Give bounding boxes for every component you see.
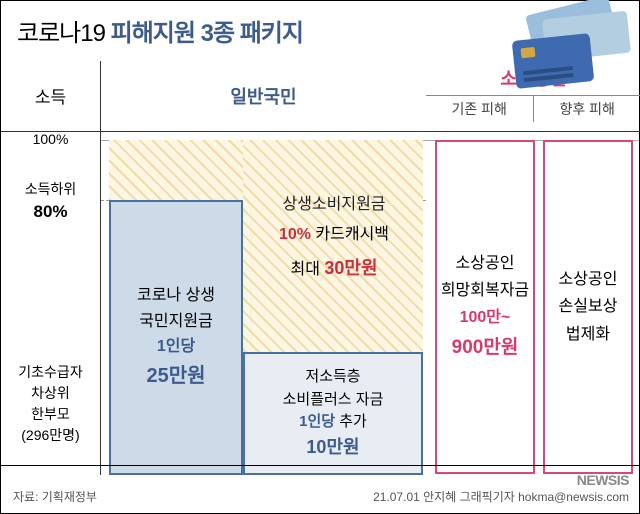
- biz-future: 향후 피해: [534, 96, 640, 122]
- chart-area: 소득 일반국민 소상공인 기존 피해 향후 피해 100% 소득하위 80% 기: [1, 61, 640, 466]
- source-label: 자료: 기획재정부: [13, 488, 97, 505]
- box-biz-recovery: 소상공인 희망회복자금 100만~ 900만원: [435, 140, 535, 474]
- cashback-text: 상생소비지원금 10% 카드캐시백 최대 30만원: [247, 190, 421, 285]
- chart-body: 100% 소득하위 80% 기초수급자 차상위 한부모 (296만명): [1, 132, 640, 475]
- biz-prev: 기존 피해: [426, 96, 534, 122]
- title-prefix: 코로나19: [17, 20, 111, 47]
- biz-sub-headers: 기존 피해 향후 피해: [426, 95, 640, 122]
- credit-line: 21.07.01 안지혜 그래픽기자 hokma@newsis.com: [373, 490, 629, 504]
- y-axis: 100% 소득하위 80% 기초수급자 차상위 한부모 (296만명): [1, 132, 101, 475]
- footer: 자료: 기획재정부 NEWSIS 21.07.01 안지혜 그래픽기자 hokm…: [1, 465, 640, 511]
- brand-logo: NEWSIS: [577, 472, 629, 488]
- box-low-income: 저소득층 소비플러스 자금 1인당 추가 10만원: [243, 352, 423, 475]
- footer-right: NEWSIS 21.07.01 안지혜 그래픽기자 hokma@newsis.c…: [373, 472, 629, 505]
- y-80: 소득하위 80%: [1, 180, 100, 223]
- header-public: 일반국민: [101, 61, 426, 132]
- title-highlight: 피해지원 3종 패키지: [111, 20, 303, 47]
- box-national-support: 코로나 상생 국민지원금 1인당 25만원: [109, 200, 243, 475]
- credit-card-icon: [512, 33, 595, 89]
- infographic-container: 코로나19 피해지원 3종 패키지 50,000 소득 일반국민 소상공인 기존…: [0, 0, 640, 514]
- y-100: 100%: [1, 130, 100, 150]
- header-income: 소득: [1, 61, 101, 132]
- y-bottom: 기초수급자 차상위 한부모 (296만명): [1, 362, 100, 446]
- box-biz-compensation: 소상공인 손실보상 법제화: [543, 140, 633, 474]
